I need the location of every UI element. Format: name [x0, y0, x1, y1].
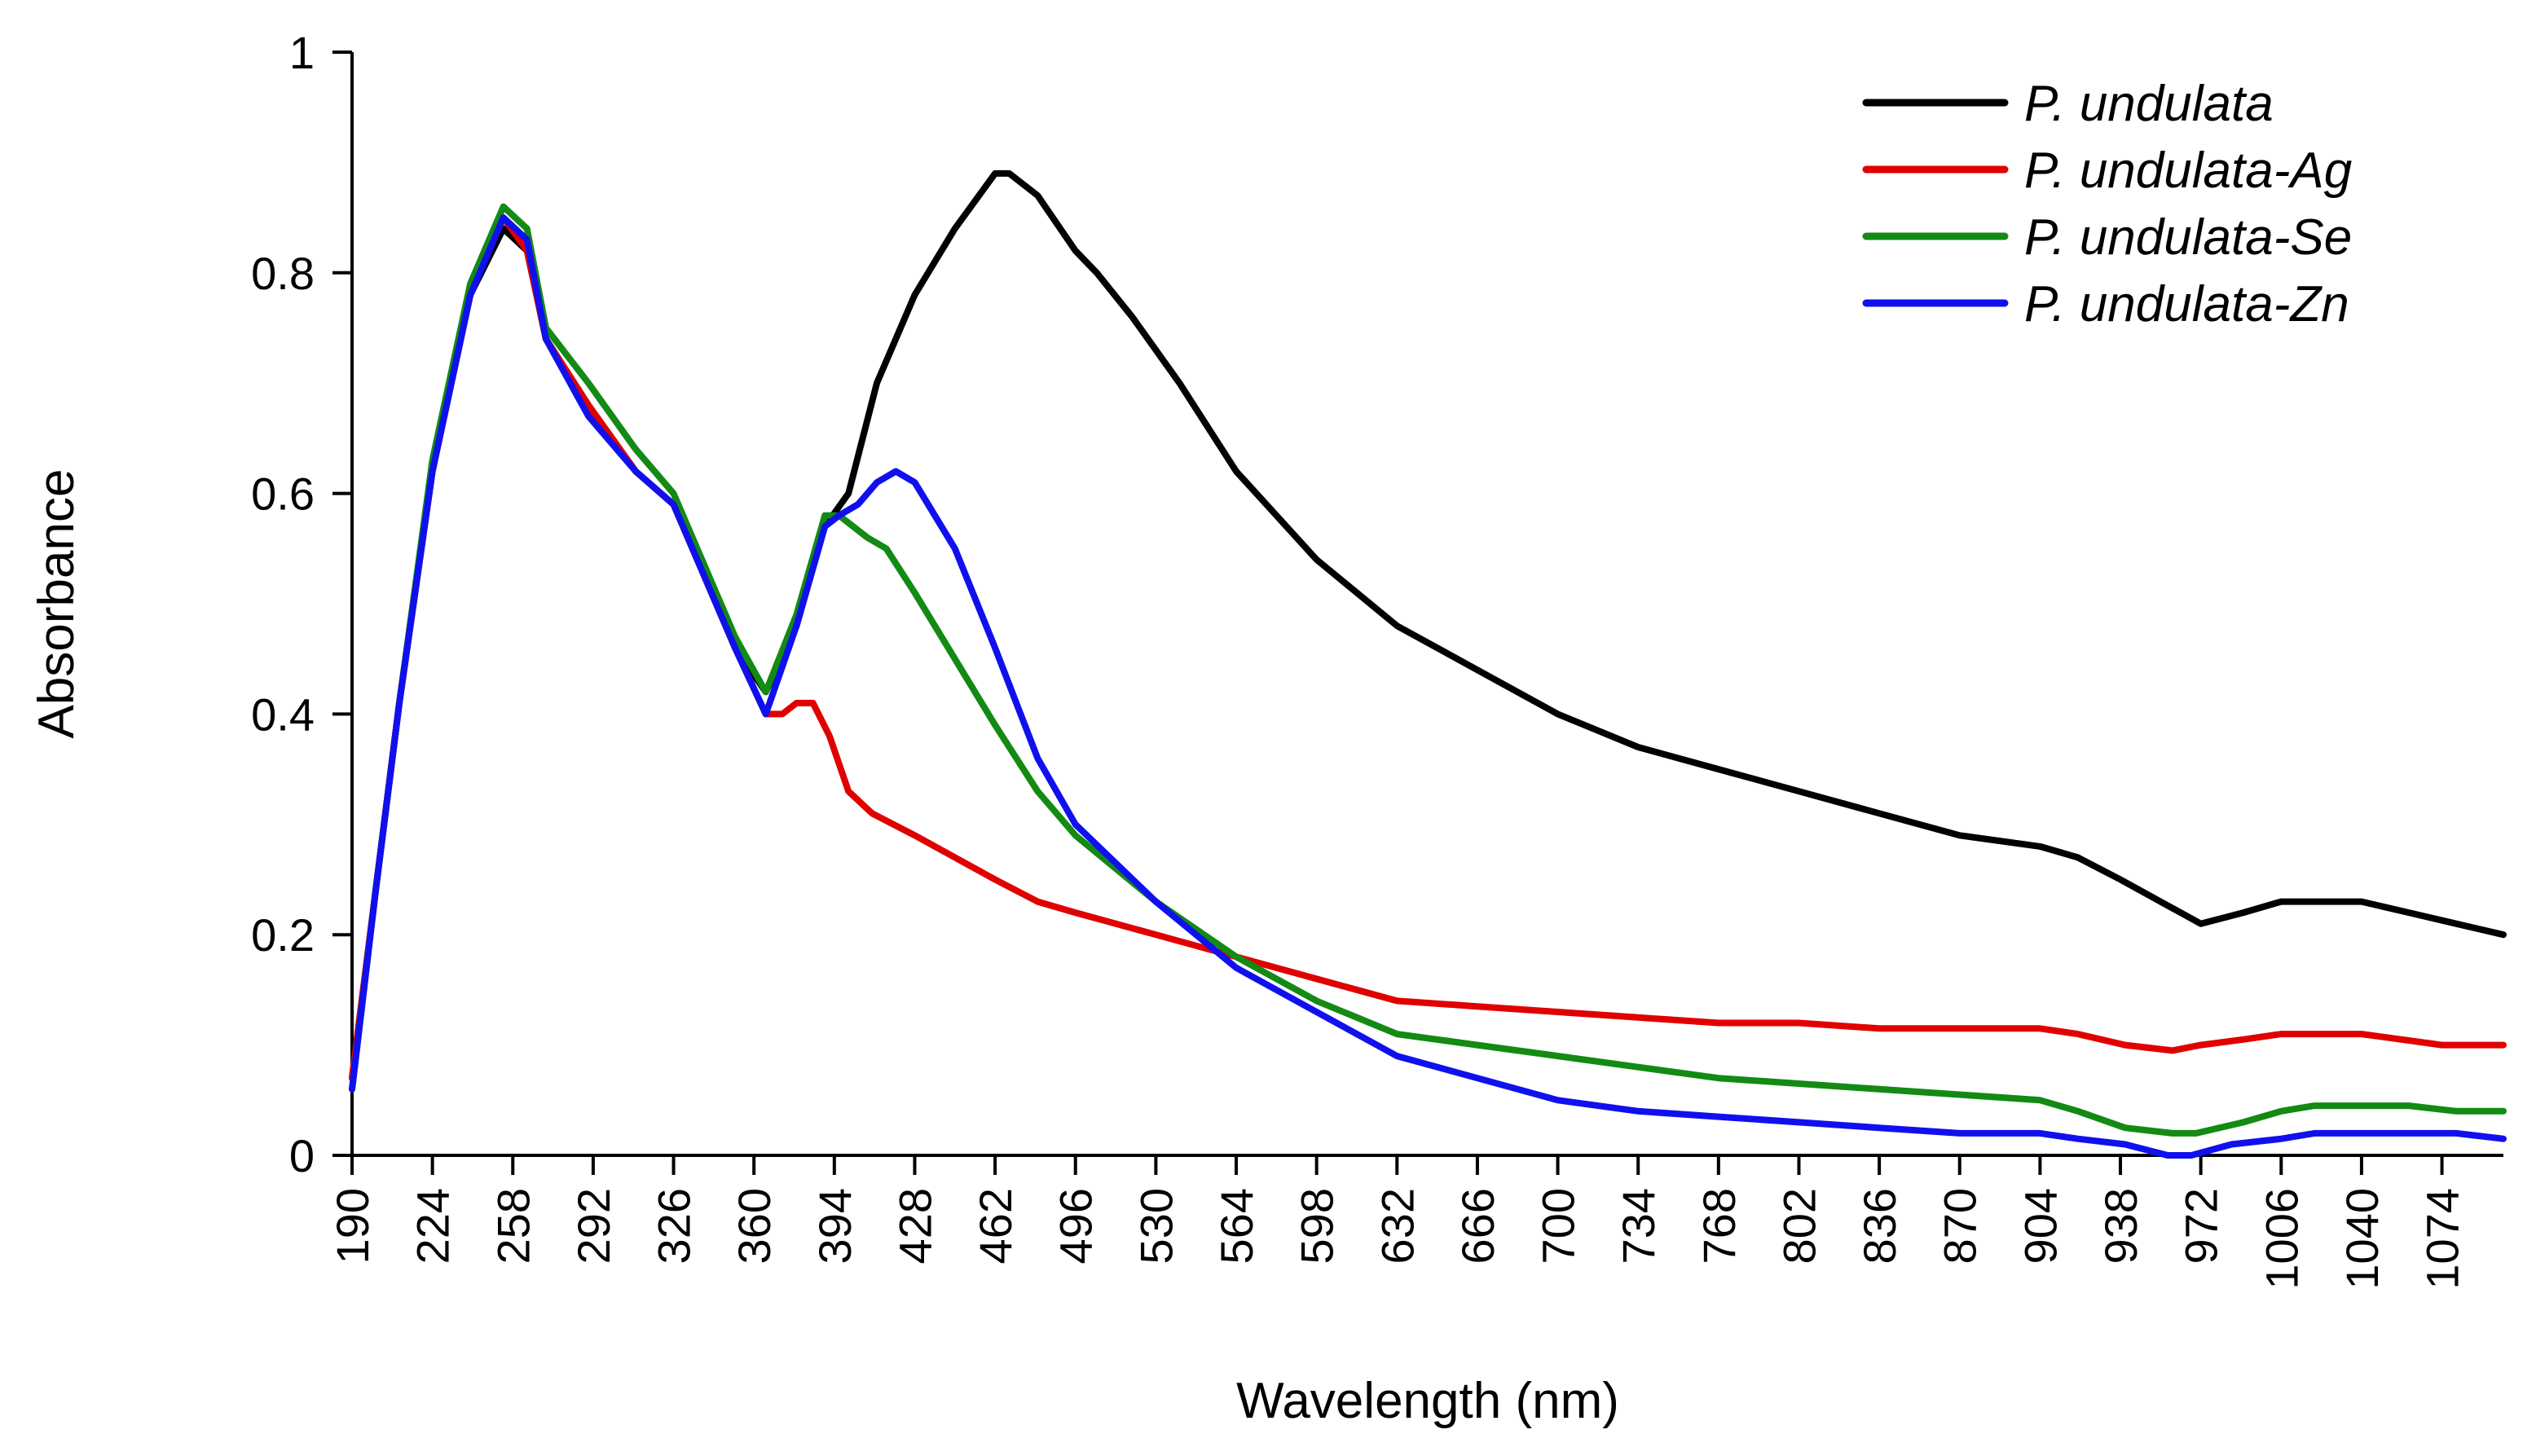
x-tick-label: 836 — [1854, 1188, 1905, 1264]
legend-label: P. undulata-Zn — [2024, 276, 2349, 332]
x-axis-title: Wavelength (nm) — [1236, 1373, 1619, 1429]
legend-label: P. undulata-Se — [2024, 209, 2352, 266]
y-tick-label: 0.8 — [251, 248, 315, 299]
x-tick-label: 496 — [1050, 1188, 1102, 1264]
y-tick-label: 0.4 — [251, 688, 315, 740]
y-tick-label: 1 — [289, 27, 315, 78]
x-tick-label: 360 — [729, 1188, 780, 1264]
legend-label: P. undulata — [2024, 76, 2274, 132]
x-tick-label: 564 — [1211, 1188, 1262, 1264]
x-tick-label: 190 — [327, 1188, 378, 1264]
x-tick-label: 462 — [970, 1188, 1021, 1264]
x-tick-label: 632 — [1371, 1188, 1423, 1264]
x-tick-label: 768 — [1693, 1188, 1745, 1264]
x-tick-label: 904 — [2014, 1188, 2066, 1264]
x-tick-label: 938 — [2095, 1188, 2146, 1264]
series-layer — [349, 169, 2507, 1159]
series-line-1 — [349, 214, 2507, 1082]
x-tick-label: 972 — [2176, 1188, 2227, 1264]
x-tick-label: 258 — [487, 1188, 539, 1264]
y-axis-title: Absorbance — [29, 469, 85, 739]
x-tick-label: 700 — [1533, 1188, 1584, 1264]
y-tick-label: 0 — [289, 1130, 315, 1181]
y-tick-label: 0.2 — [251, 909, 315, 961]
x-tick-label: 1006 — [2256, 1188, 2307, 1290]
x-tick-label: 292 — [568, 1188, 619, 1264]
x-tick-label: 870 — [1935, 1188, 1986, 1264]
y-tick-label: 0.6 — [251, 468, 315, 520]
series-line-3 — [349, 214, 2507, 1159]
x-tick-label: 1040 — [2336, 1188, 2388, 1290]
x-tick-label: 666 — [1452, 1188, 1504, 1264]
legend-label: P. undulata-Ag — [2024, 143, 2352, 199]
x-tick-label: 802 — [1773, 1188, 1825, 1264]
x-tick-label: 394 — [809, 1188, 861, 1264]
x-tick-label: 326 — [649, 1188, 700, 1264]
x-tick-label: 224 — [407, 1188, 459, 1264]
x-tick-label: 1074 — [2417, 1188, 2468, 1290]
x-tick-label: 598 — [1292, 1188, 1343, 1264]
x-tick-label: 530 — [1130, 1188, 1182, 1264]
axes: 0 0.2 0.4 0.6 0.8 1 190 224 258 292 326 360 394 428 46… — [251, 27, 2503, 1290]
x-tick-label: 734 — [1613, 1188, 1664, 1264]
x-tick-label: 428 — [889, 1188, 940, 1264]
legend: P. undulata P. undulata-Ag P. undulata-Se P… — [1862, 76, 2352, 332]
series-line-2 — [349, 203, 2507, 1137]
